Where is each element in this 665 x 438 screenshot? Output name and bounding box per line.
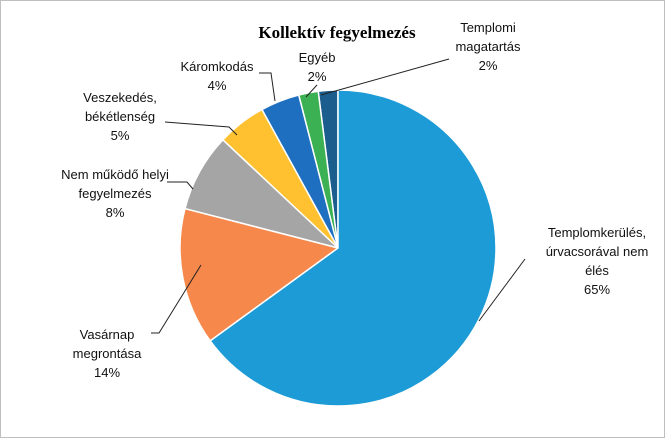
- value-label: 14%: [93, 365, 121, 380]
- leader-line: [305, 84, 318, 98]
- value-label: 2%: [478, 58, 498, 73]
- category-label: Veszekedés, békétlenség: [83, 90, 157, 124]
- category-label: Nem működő helyi fegyelmezés: [61, 167, 169, 201]
- value-label: 8%: [105, 205, 125, 220]
- slice-label: Templomi magatartás 2%: [438, 18, 538, 75]
- value-label: 65%: [583, 282, 611, 297]
- category-label: Templomkerülés, úrvacsorával nem élés: [545, 225, 649, 278]
- leader-line: [320, 58, 450, 96]
- slice-label: Templomkerülés, úrvacsorával nem élés 65%: [539, 223, 655, 299]
- leader-lines: [151, 58, 526, 334]
- slice-label: Veszekedés, békétlenség 5%: [65, 88, 175, 145]
- slice-label: Egyéb 2%: [287, 48, 347, 86]
- pie-slice: [209, 89, 497, 407]
- value-label: 5%: [110, 128, 130, 143]
- pie-slice: [179, 207, 340, 342]
- category-label: Templomi magatartás: [455, 20, 521, 54]
- value-label: 2%: [307, 69, 327, 84]
- category-label: Vasárnap megrontása: [72, 327, 142, 361]
- slice-label: Káromkodás 4%: [167, 57, 267, 95]
- slice-label: Nem működő helyi fegyelmezés 8%: [50, 165, 180, 222]
- chart-title: Kollektív fegyelmezés: [258, 23, 416, 42]
- leader-line: [167, 181, 194, 190]
- leader-line: [164, 121, 238, 136]
- category-label: Egyéb: [298, 50, 336, 65]
- leader-line: [478, 258, 526, 322]
- value-label: 4%: [207, 78, 227, 93]
- slice-label: Vasárnap megrontása 14%: [52, 325, 162, 382]
- leader-line: [151, 264, 202, 334]
- leader-line: [259, 72, 276, 102]
- category-label: Káromkodás: [180, 59, 254, 74]
